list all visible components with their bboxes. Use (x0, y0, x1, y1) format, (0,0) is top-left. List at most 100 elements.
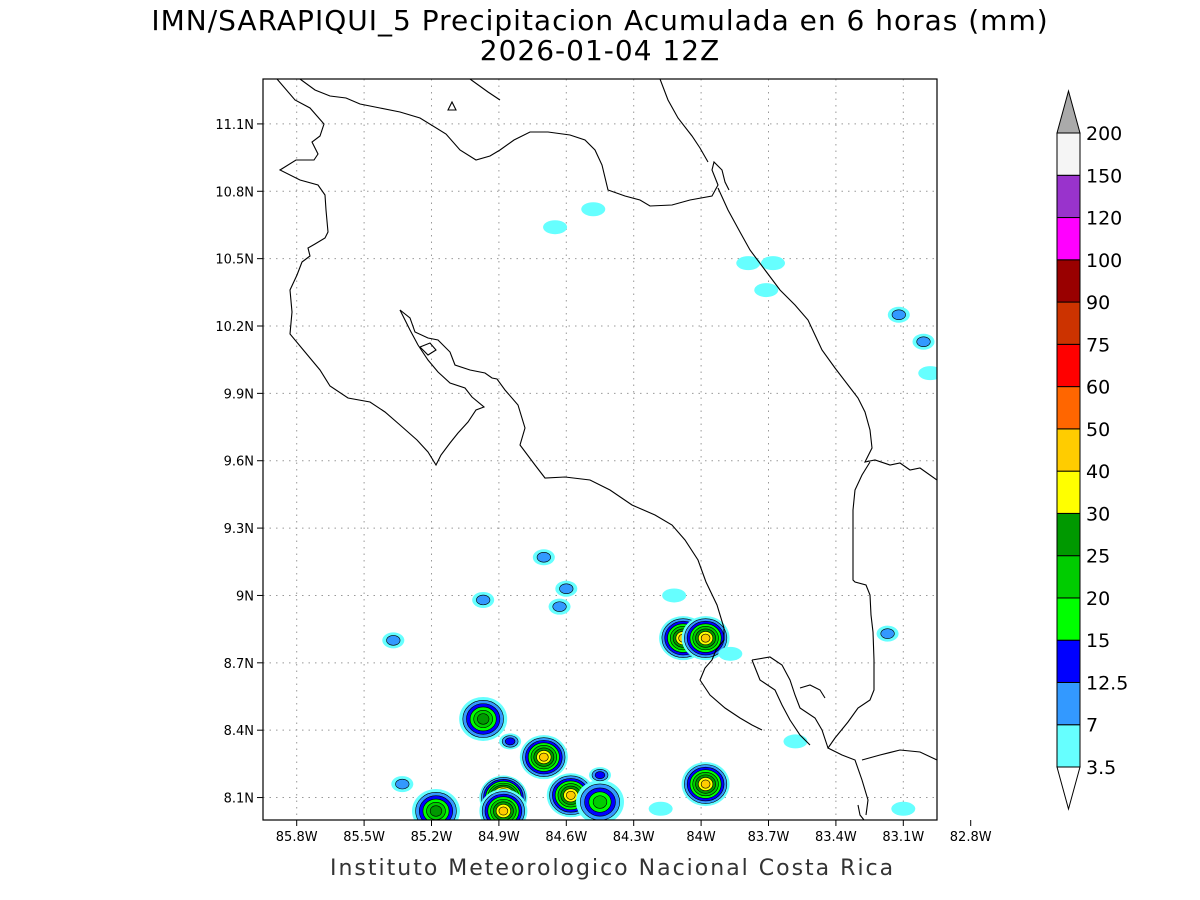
y-tick-label: 8.7N (224, 657, 254, 672)
precip-cell (760, 256, 785, 271)
precip-cell (543, 220, 568, 235)
precip-cell (887, 306, 910, 323)
footer-credit: Instituto Meteorologico Nacional Costa R… (330, 856, 896, 881)
colorbar-label: 25 (1086, 546, 1110, 568)
precip-cell (499, 733, 522, 750)
y-tick-label: 9.6N (224, 455, 254, 470)
x-tick-label: 84.3W (613, 830, 655, 845)
precip-cell (648, 801, 673, 816)
coastline-south (857, 804, 865, 820)
colorbar-swatch (1056, 132, 1081, 176)
colorbar-label: 100 (1086, 250, 1122, 272)
precip-cell (519, 735, 568, 780)
colorbar-swatch (1056, 259, 1081, 303)
precip-contour (498, 806, 509, 816)
colorbar-label: 7 (1086, 715, 1098, 737)
y-tick-label: 9.9N (224, 387, 254, 402)
precip-cell (876, 625, 899, 642)
x-tick-label: 85.8W (276, 830, 318, 845)
colorbar: 3.5 7 12.5 15 20 25 30 40 50 60 75 90 100 120 150 200 (1056, 89, 1128, 811)
precip-contour (662, 588, 687, 603)
precip-contour (953, 392, 975, 408)
coastline-nicoya-inner (399, 309, 763, 731)
caribbean-upper (659, 79, 709, 163)
precip-cell (459, 696, 508, 741)
axes: 85.8W 85.5W 85.2W 84.9W 84.6W 84.3W 84W 83.7W 83… (215, 118, 991, 845)
panama-border (827, 461, 875, 816)
precipitation-field (382, 202, 975, 820)
y-tick-label: 9.3N (224, 522, 254, 537)
y-tick-label: 8.4N (224, 724, 254, 739)
colorbar-label: 12.5 (1086, 672, 1128, 694)
y-tick-label: 10.8N (215, 185, 254, 200)
precip-contour (581, 202, 606, 217)
colorbar-swatch (1056, 217, 1081, 261)
y-tick-label: 8.1N (224, 792, 254, 807)
colorbar-label: 120 (1086, 208, 1122, 230)
precip-cell (891, 801, 916, 816)
colorbar-swatch (1056, 174, 1081, 219)
colorbar-label: 15 (1086, 630, 1110, 652)
precip-cell (718, 646, 743, 661)
precip-contour (536, 552, 551, 563)
precip-contour (880, 628, 895, 639)
precip-contour (429, 805, 443, 817)
colorbar-swatch (1056, 555, 1081, 599)
precip-contour (543, 220, 568, 235)
precip-cell (662, 588, 687, 603)
precip-contour (957, 395, 971, 405)
precip-cell (754, 283, 779, 298)
precip-contour (477, 713, 490, 725)
lake-shore (299, 79, 730, 207)
colorbar-label: 40 (1086, 461, 1110, 483)
y-tick-label: 9N (236, 589, 254, 604)
coastline-caribbean (717, 187, 937, 481)
precip-cell (532, 549, 555, 566)
colorbar-label: 20 (1086, 588, 1110, 610)
graticule (263, 79, 937, 820)
precip-contour (754, 283, 779, 298)
precip-cell (555, 580, 578, 597)
precip-cell (548, 598, 571, 615)
x-tick-label: 84.9W (478, 830, 520, 845)
plot-frame (262, 78, 938, 821)
precip-contour (386, 635, 401, 646)
precip-contour (559, 583, 574, 594)
precip-contour (700, 779, 711, 789)
precip-cell (581, 202, 606, 217)
precip-contour (504, 737, 516, 746)
precip-contour (736, 256, 761, 271)
precip-cell (576, 780, 624, 820)
precip-contour (700, 633, 711, 643)
colorbar-label: 30 (1086, 503, 1110, 525)
precip-contour (918, 366, 937, 381)
precip-cell (479, 789, 528, 820)
x-tick-label: 85.5W (343, 830, 385, 845)
precip-contour (552, 601, 567, 612)
burica-point (799, 684, 826, 699)
precip-cell (918, 366, 937, 381)
island-north (447, 100, 457, 111)
colorbar-label: 150 (1086, 165, 1122, 187)
precip-contour (594, 771, 606, 779)
colorbar-swatch (1056, 681, 1081, 726)
x-tick-label: 85.2W (411, 830, 453, 845)
golfo-inner (751, 659, 811, 746)
colorbar-swatch (1056, 724, 1081, 768)
golfo-dulce (751, 656, 829, 749)
coastline-borders (276, 79, 937, 820)
colorbar-label: 75 (1086, 334, 1110, 356)
colorbar-label: 200 (1086, 123, 1122, 145)
precip-contour (783, 734, 808, 749)
precip-contour (648, 801, 673, 816)
x-tick-label: 83.7W (748, 830, 790, 845)
x-tick-label: 84.6W (545, 830, 587, 845)
precip-cell (736, 256, 761, 271)
colorbar-swatch (1056, 470, 1081, 514)
island-chira (419, 342, 437, 356)
colorbar-upper-arrow (1056, 89, 1081, 134)
colorbar-swatch (1056, 301, 1081, 345)
precip-cell (382, 632, 405, 649)
precip-contour (760, 256, 785, 271)
